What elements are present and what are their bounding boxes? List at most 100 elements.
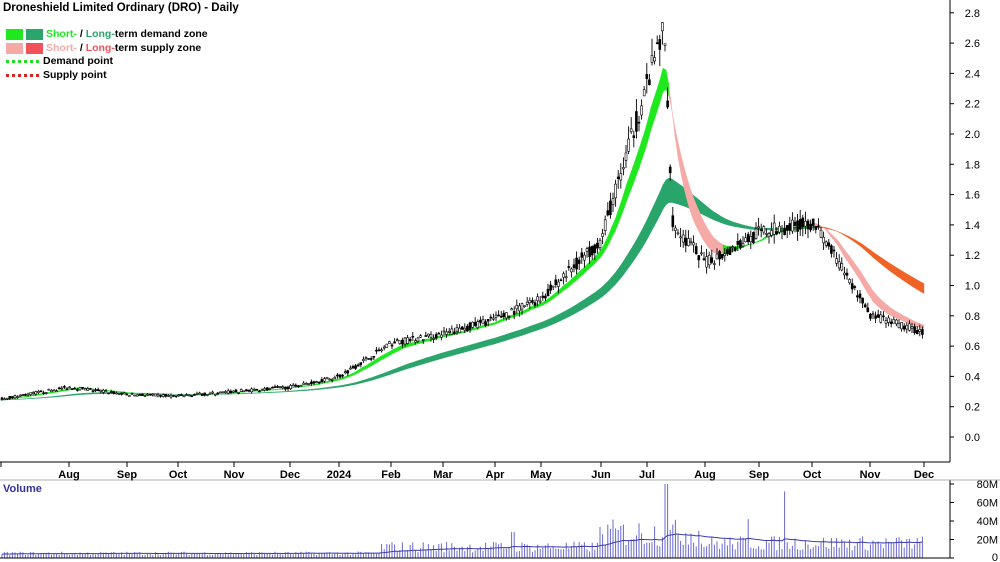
candle-body [128,395,131,397]
candle-body [232,390,235,393]
candle-body [167,395,170,397]
candle-body [762,226,766,233]
candle-body [395,339,399,341]
candle-body [489,316,493,319]
candle-body [57,387,61,390]
long-zone-segment [290,390,295,392]
candle-body [809,224,812,231]
candle-body [315,381,318,383]
long-demand-swatch [26,29,43,41]
legend-short-label: Short- [46,28,77,40]
long-zone-segment [455,347,460,355]
candle-body [879,314,883,323]
candle-body [174,395,178,398]
long-zone-segment [392,368,397,374]
candle-body [661,22,664,32]
long-zone-segment [428,355,433,363]
candle-body [5,397,9,400]
short-zone-segment [425,338,430,342]
short-zone-segment [896,311,901,320]
long-zone-segment [38,397,43,399]
candle-body [109,391,113,393]
candle-body [611,198,615,205]
candle-body [341,374,344,377]
candle-body [918,328,922,332]
candle-body [289,385,292,390]
candle-body [801,217,805,228]
candle-body [622,167,625,170]
candle-body [408,338,412,342]
candle-body [281,386,285,389]
long-zone-segment [53,395,58,398]
legend-rest-label: term supply zone [114,41,202,54]
candle-body [141,393,144,396]
candle-body [538,300,542,303]
y-tick-label: 0.0 [965,432,980,444]
long-zone-segment [725,218,730,226]
candle-body [263,388,266,391]
long-zone-segment [920,281,925,294]
short-zone-segment [410,342,415,347]
long-zone-segment [317,388,322,390]
long-zone-segment [47,396,52,398]
candle-body [18,395,22,397]
long-zone-segment [917,279,922,293]
short-zone-segment [479,325,484,329]
long-zone-segment [740,224,745,229]
candle-body [21,394,25,396]
long-zone-segment [272,391,277,393]
candle-body [242,390,246,393]
candle-body [354,365,357,369]
candle-body [863,304,867,308]
candle-body [37,391,40,394]
short-supply-swatch [6,42,23,54]
candle-body [429,334,433,338]
candle-body [362,359,365,362]
long-zone-segment [533,323,538,332]
candle-body [653,57,656,62]
long-zone-segment [509,331,514,340]
candle-body [567,266,571,268]
candle-body [96,389,100,391]
x-tick-label: Apr [486,469,506,481]
candle-body [8,396,12,399]
candle-body [510,308,513,311]
candle-body [817,225,820,228]
candle-body [603,219,607,231]
long-zone-segment [65,394,70,397]
candle-body [16,396,19,398]
x-tick-label: May [530,469,552,481]
candle-body [182,395,186,398]
long-zone-segment [737,223,742,229]
x-tick-label: Sep [117,469,137,481]
long-zone-segment [293,390,298,392]
long-zone-segment [728,219,733,227]
candle-body [770,230,773,236]
legend-supply-zone: Short- / Long-term supply zone [6,42,208,56]
candle-body [512,311,516,315]
candle-body [619,173,623,181]
long-zone-segment [458,347,463,355]
candle-body [564,276,568,279]
candle-body [403,337,407,345]
long-zone-segment [542,320,547,329]
candle-body [343,371,347,373]
y-tick-label: 1.4 [965,220,980,232]
short-zone-segment [116,391,121,393]
long-zone-segment [41,397,46,399]
long-zone-segment [563,309,568,320]
candle-body [68,386,71,389]
candle-body [159,395,162,397]
candle-body [221,391,225,394]
candle-body [705,256,708,268]
candle-body [533,302,537,306]
y-tick-label: 2.2 [965,99,980,111]
candle-body [208,392,212,395]
long-zone-segment [590,292,595,305]
candle-body [83,388,87,391]
candle-body [377,349,381,352]
candle-body [112,391,116,394]
long-zone-segment [344,383,349,387]
long-zone-segment [485,339,490,347]
candle-body [869,313,872,319]
